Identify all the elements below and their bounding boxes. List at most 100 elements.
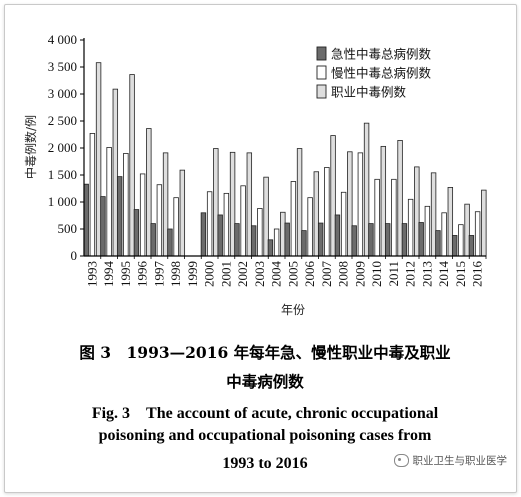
bar-acute-2013 (418, 222, 424, 257)
bar-chronic-2003 (257, 208, 263, 257)
x-tick-label: 1998 (168, 261, 183, 287)
bar-chronic-2004 (273, 228, 280, 257)
bar-acute-1997 (150, 223, 156, 257)
legend-swatch-2 (316, 84, 327, 99)
x-tick-label: 2011 (386, 261, 401, 287)
y-axis-label: 中毒例数/例 (23, 115, 38, 179)
x-tick-label: 1995 (118, 261, 133, 287)
x-tick-label: 2008 (336, 261, 351, 287)
x-tick-label: 1996 (135, 261, 150, 288)
caption-cn-line2: 中毒病例数 (226, 372, 304, 391)
caption-en-line2: poisoning and occupational poisoning cas… (98, 427, 432, 444)
bar-chronic-2010 (374, 178, 380, 257)
bar-chronic-2016 (474, 211, 481, 257)
y-tick-label: 2 500 (48, 113, 77, 128)
bar-acute-2003 (250, 225, 257, 257)
bar-acute-2011 (384, 223, 391, 257)
bar-acute-2001 (217, 214, 223, 257)
caption-en-line3: 1993 to 2016 (222, 455, 308, 472)
bar-chronic-1993 (89, 133, 96, 257)
bar-chronic-2008 (340, 191, 347, 257)
bar-chronic-2012 (407, 198, 414, 257)
x-tick-label: 1994 (101, 261, 116, 288)
x-tick-label: 1999 (185, 261, 200, 287)
bar-total-2009 (363, 122, 370, 257)
x-tick-label: 2000 (202, 261, 217, 287)
x-tick-label: 2005 (285, 261, 300, 287)
x-tick-label: 2007 (319, 261, 334, 288)
bar-chronic-1995 (123, 152, 129, 257)
bar-total-1995 (129, 74, 135, 257)
caption-en-line1: Fig. 3 The account of acute, chronic occ… (91, 405, 439, 422)
bar-total-1996 (146, 128, 152, 257)
bar-total-2001 (229, 151, 236, 257)
y-tick-label: 3 500 (48, 59, 77, 74)
y-tick-label: 2 000 (48, 140, 77, 155)
bar-chronic-1996 (139, 173, 146, 257)
x-tick-label: 1997 (151, 261, 166, 288)
watermark: 职业卫生与职业医学 (393, 453, 508, 468)
x-tick-label: 2013 (419, 261, 434, 287)
bar-chronic-2001 (223, 192, 230, 257)
x-tick-label: 2010 (369, 261, 384, 287)
watermark-text: 职业卫生与职业医学 (412, 455, 508, 467)
bar-total-1994 (112, 88, 119, 257)
x-tick-label: 2001 (218, 261, 233, 287)
x-axis-label: 年份 (281, 303, 305, 317)
bar-acute-2007 (317, 222, 324, 257)
bar-total-1997 (162, 152, 169, 257)
bar-acute-2010 (368, 223, 374, 257)
y-tick-label: 1 500 (48, 167, 77, 182)
x-tick-label: 1993 (84, 261, 99, 287)
bar-total-1998 (179, 169, 186, 257)
x-tick-label: 2002 (235, 261, 250, 287)
bar-total-2005 (296, 148, 303, 257)
bar-acute-1996 (133, 209, 140, 257)
bar-total-2003 (263, 176, 269, 257)
x-tick-label: 2003 (252, 261, 267, 287)
bar-chronic-2005 (290, 181, 297, 257)
bar-acute-1994 (100, 196, 106, 257)
x-tick-label: 2014 (436, 261, 451, 288)
wechat-icon (393, 454, 409, 467)
bar-chronic-1997 (156, 184, 163, 257)
bar-total-2014 (447, 187, 454, 257)
bar-total-2007 (330, 135, 336, 257)
bar-chronic-2013 (424, 205, 431, 257)
legend-swatch-1 (316, 65, 327, 80)
bar-total-2006 (313, 171, 320, 257)
y-tick-label: 0 (71, 248, 78, 263)
bar-total-2010 (380, 145, 387, 257)
bar-acute-2009 (351, 225, 357, 257)
caption-cn-line1: 图 3 1993—2016 年每年急、慢性职业中毒及职业 (79, 343, 451, 362)
y-tick-label: 1 000 (48, 194, 77, 209)
legend-label-2: 职业中毒例数 (331, 85, 407, 100)
bar-total-2015 (464, 203, 470, 257)
bar-total-2000 (213, 148, 219, 257)
x-tick-label: 2012 (403, 261, 418, 287)
x-tick-label: 2009 (352, 261, 367, 287)
x-tick-label: 2004 (269, 261, 284, 288)
bar-chronic-2002 (240, 185, 246, 257)
x-tick-label: 2015 (453, 261, 468, 287)
bar-total-2008 (347, 151, 353, 257)
y-tick-label: 3 000 (48, 86, 77, 101)
bar-chronic-2014 (441, 212, 447, 257)
bar-acute-1998 (167, 228, 173, 257)
bar-chronic-2006 (307, 197, 313, 257)
x-tick-label: 2016 (470, 261, 485, 288)
bar-chronic-1994 (106, 147, 112, 257)
bar-acute-2015 (451, 235, 458, 257)
bar-acute-2000 (200, 212, 207, 257)
bar-acute-2008 (334, 214, 341, 257)
bar-acute-1995 (116, 176, 123, 257)
bar-chronic-2007 (324, 167, 330, 257)
legend-label-0: 急性中毒总病例数 (331, 47, 432, 62)
bar-total-1993 (95, 62, 102, 257)
bar-total-2002 (246, 152, 253, 257)
bar-acute-2005 (284, 222, 290, 257)
bar-chronic-2000 (206, 191, 213, 257)
bar-total-2004 (280, 211, 286, 257)
bar-chronic-2011 (391, 178, 397, 257)
